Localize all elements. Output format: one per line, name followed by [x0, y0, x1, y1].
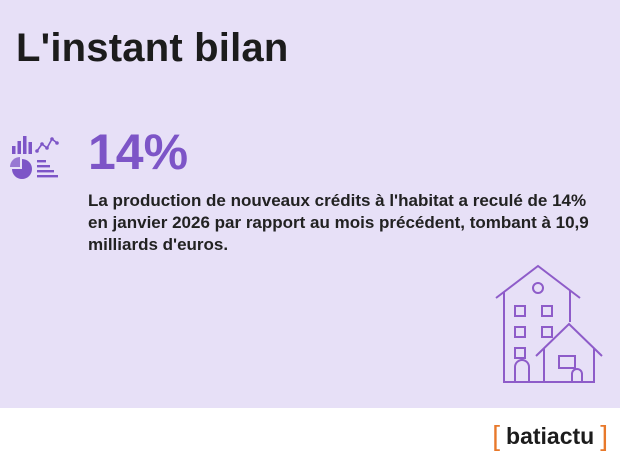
footer: [0, 408, 620, 465]
page-title: L'instant bilan: [16, 26, 289, 70]
infographic-panel: L'instant bilan 14% La production de nou…: [0, 0, 620, 408]
logo-bracket-right: ]: [600, 420, 608, 451]
logo-bracket-left: [: [492, 420, 501, 451]
batiactu-logo[interactable]: [ batiactu ]: [492, 422, 608, 450]
houses-icon: [495, 264, 603, 383]
stat-value: 14%: [88, 124, 189, 180]
data-analytics-icon: [10, 136, 59, 179]
logo-text: batiactu: [506, 422, 595, 449]
stat-description: La production de nouveaux crédits à l'ha…: [88, 191, 589, 254]
